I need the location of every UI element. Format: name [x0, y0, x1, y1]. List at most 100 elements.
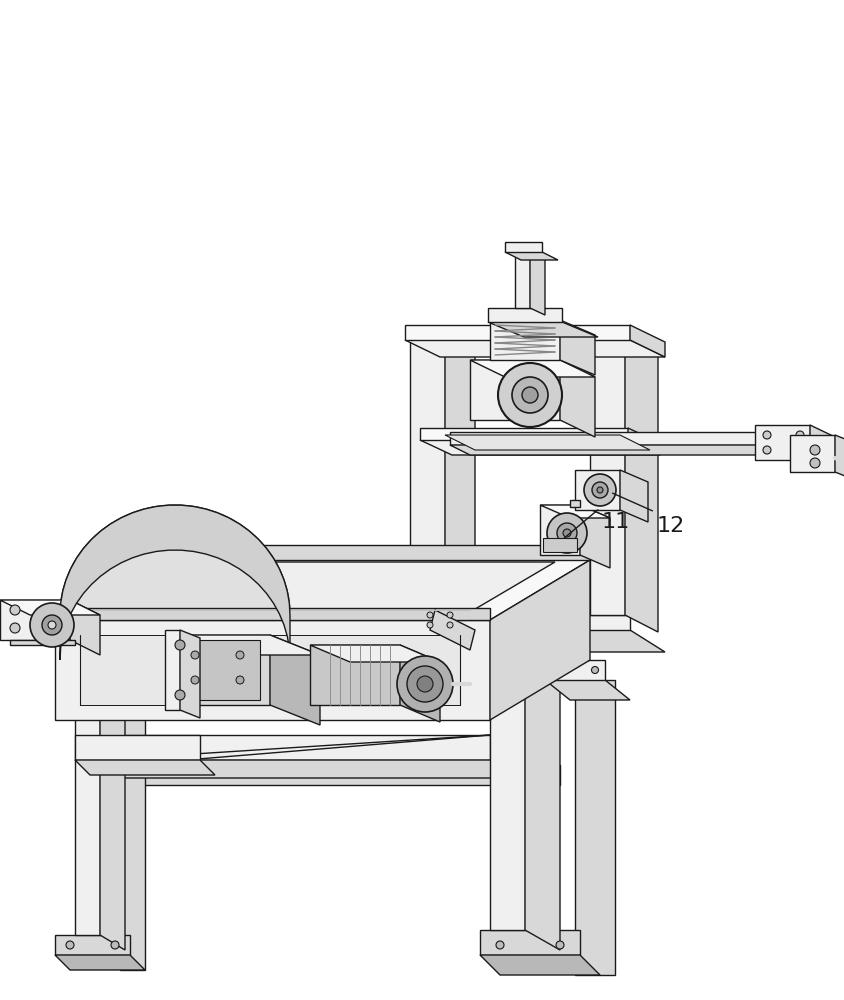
- Text: 11: 11: [601, 512, 630, 532]
- Polygon shape: [180, 630, 200, 718]
- Polygon shape: [488, 322, 598, 337]
- Polygon shape: [589, 330, 625, 615]
- Polygon shape: [490, 320, 560, 360]
- Circle shape: [809, 458, 819, 468]
- Polygon shape: [529, 250, 544, 315]
- Polygon shape: [419, 615, 630, 630]
- Polygon shape: [55, 935, 130, 955]
- Polygon shape: [165, 630, 180, 710]
- Polygon shape: [490, 560, 589, 720]
- Circle shape: [555, 941, 563, 949]
- Polygon shape: [270, 635, 320, 725]
- Circle shape: [497, 363, 561, 427]
- Polygon shape: [560, 360, 594, 437]
- Circle shape: [495, 941, 503, 949]
- Polygon shape: [479, 930, 579, 955]
- Polygon shape: [55, 955, 145, 970]
- Polygon shape: [488, 308, 561, 322]
- Polygon shape: [505, 242, 541, 252]
- Polygon shape: [175, 640, 260, 700]
- Circle shape: [446, 612, 452, 618]
- Polygon shape: [834, 435, 844, 480]
- Circle shape: [42, 615, 62, 635]
- Circle shape: [556, 523, 576, 543]
- Polygon shape: [419, 428, 627, 440]
- Circle shape: [10, 605, 20, 615]
- Polygon shape: [809, 425, 834, 472]
- Circle shape: [511, 377, 548, 413]
- Polygon shape: [55, 608, 490, 620]
- Polygon shape: [125, 765, 560, 785]
- Polygon shape: [539, 505, 609, 518]
- Polygon shape: [450, 432, 779, 445]
- Circle shape: [111, 941, 119, 949]
- Polygon shape: [419, 630, 664, 652]
- Polygon shape: [310, 645, 440, 662]
- Circle shape: [809, 445, 819, 455]
- Circle shape: [583, 474, 615, 506]
- Circle shape: [562, 529, 571, 537]
- Circle shape: [191, 676, 199, 684]
- Polygon shape: [80, 562, 555, 615]
- Polygon shape: [100, 735, 490, 760]
- Polygon shape: [630, 325, 664, 357]
- Polygon shape: [399, 645, 440, 722]
- Polygon shape: [539, 505, 579, 555]
- Polygon shape: [0, 600, 100, 615]
- Circle shape: [426, 622, 432, 628]
- Polygon shape: [789, 435, 834, 472]
- Polygon shape: [404, 340, 664, 357]
- Circle shape: [30, 603, 74, 647]
- Polygon shape: [75, 735, 200, 760]
- Polygon shape: [514, 250, 529, 308]
- Circle shape: [795, 431, 803, 439]
- Circle shape: [446, 622, 452, 628]
- Polygon shape: [544, 660, 604, 680]
- Circle shape: [50, 605, 60, 615]
- Polygon shape: [625, 330, 657, 632]
- Text: 12: 12: [657, 516, 684, 536]
- Polygon shape: [100, 760, 510, 778]
- Circle shape: [397, 656, 452, 712]
- Circle shape: [66, 941, 74, 949]
- Polygon shape: [445, 335, 474, 620]
- Circle shape: [235, 651, 244, 659]
- Polygon shape: [574, 470, 619, 510]
- Polygon shape: [544, 680, 630, 700]
- Circle shape: [592, 482, 608, 498]
- Circle shape: [416, 676, 432, 692]
- Polygon shape: [524, 630, 560, 950]
- Circle shape: [591, 666, 598, 674]
- Circle shape: [235, 676, 244, 684]
- Polygon shape: [570, 500, 579, 507]
- Circle shape: [426, 612, 432, 618]
- Polygon shape: [619, 470, 647, 522]
- Polygon shape: [0, 600, 70, 640]
- Circle shape: [795, 446, 803, 454]
- Circle shape: [597, 487, 603, 493]
- Polygon shape: [627, 428, 659, 455]
- Circle shape: [175, 690, 185, 700]
- Polygon shape: [170, 635, 270, 705]
- Polygon shape: [479, 955, 599, 975]
- Polygon shape: [60, 505, 289, 660]
- Circle shape: [762, 446, 770, 454]
- Polygon shape: [490, 630, 524, 930]
- Polygon shape: [579, 505, 609, 568]
- Polygon shape: [100, 640, 125, 950]
- Circle shape: [48, 621, 56, 629]
- Polygon shape: [80, 635, 459, 705]
- Polygon shape: [574, 680, 614, 975]
- Polygon shape: [469, 360, 594, 377]
- Polygon shape: [505, 252, 557, 260]
- Polygon shape: [409, 335, 445, 605]
- Polygon shape: [170, 635, 320, 655]
- Polygon shape: [469, 360, 560, 420]
- Polygon shape: [75, 760, 214, 775]
- Circle shape: [50, 623, 60, 633]
- Polygon shape: [55, 620, 490, 720]
- Polygon shape: [404, 325, 630, 340]
- Circle shape: [546, 513, 587, 553]
- Polygon shape: [419, 440, 659, 455]
- Polygon shape: [430, 610, 474, 650]
